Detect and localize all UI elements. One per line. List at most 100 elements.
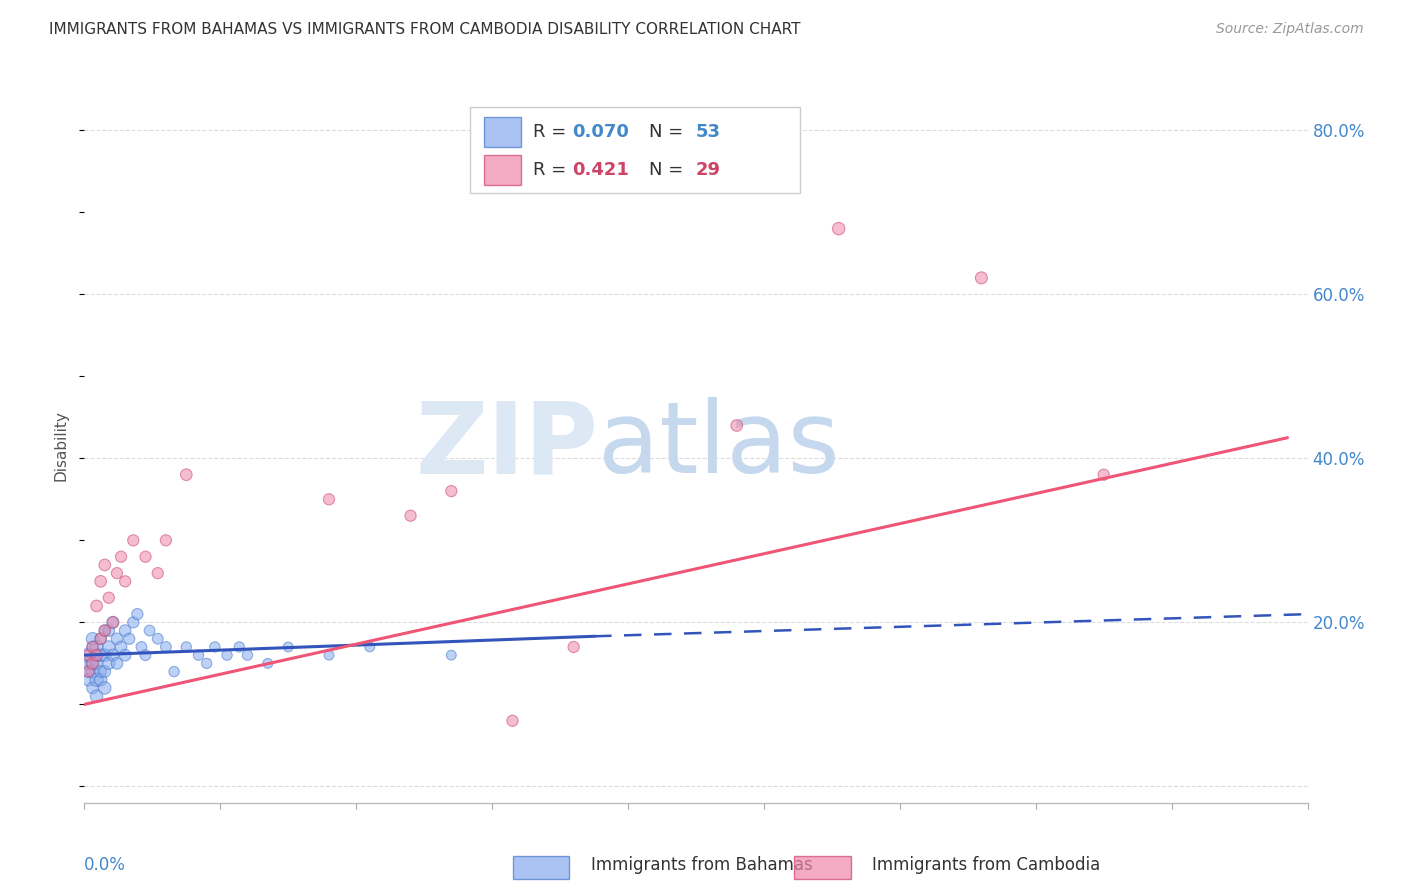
Point (725, 418, 748, 433)
Point (90, 665, 112, 679)
Point (105, 657, 128, 671)
Point (187, 648, 209, 662)
Bar (794, 856, 851, 879)
Point (105, 632, 128, 646)
Point (97, 624, 120, 638)
Point (122, 533, 145, 548)
Point (101, 648, 124, 662)
Point (77, 673, 100, 687)
Point (155, 640, 177, 654)
Point (82, 640, 104, 654)
Text: 0.070: 0.070 (572, 123, 630, 141)
Point (114, 624, 136, 638)
Point (86, 673, 108, 687)
Point (217, 648, 239, 662)
Point (135, 648, 157, 662)
Point (176, 467, 198, 482)
Point (77, 648, 100, 662)
Point (502, 714, 524, 728)
Point (101, 615, 124, 630)
Point (93, 648, 117, 662)
Text: ZIP: ZIP (415, 398, 598, 494)
Point (93, 558, 117, 572)
Point (440, 648, 463, 662)
Text: 53: 53 (696, 123, 721, 141)
Point (359, 640, 381, 654)
Point (155, 533, 177, 548)
Point (163, 665, 186, 679)
Point (135, 549, 157, 564)
Point (86, 657, 108, 671)
Point (101, 615, 124, 630)
Point (86, 689, 108, 703)
Point (176, 640, 198, 654)
Point (277, 640, 299, 654)
Point (105, 566, 128, 581)
Text: Immigrants from Bahamas: Immigrants from Bahamas (591, 856, 813, 874)
Point (82, 640, 104, 654)
Point (110, 549, 132, 564)
Point (118, 632, 141, 646)
Text: IMMIGRANTS FROM BAHAMAS VS IMMIGRANTS FROM CAMBODIA DISABILITY CORRELATION CHART: IMMIGRANTS FROM BAHAMAS VS IMMIGRANTS FR… (49, 22, 800, 37)
Point (93, 665, 117, 679)
Point (90, 632, 112, 646)
Text: atlas: atlas (598, 398, 839, 494)
Point (82, 657, 104, 671)
Text: N =: N = (650, 123, 689, 141)
Point (86, 599, 108, 613)
Point (82, 632, 104, 646)
Point (204, 640, 226, 654)
Point (93, 624, 117, 638)
Point (257, 657, 280, 671)
Text: R =: R = (533, 161, 578, 178)
Point (146, 632, 169, 646)
Point (90, 648, 112, 662)
Text: 0.0%: 0.0% (84, 856, 127, 874)
Point (399, 508, 422, 523)
Point (318, 648, 340, 662)
Point (318, 492, 340, 507)
Text: 29: 29 (696, 161, 721, 178)
Point (77, 657, 100, 671)
Text: N =: N = (650, 161, 689, 178)
Point (236, 648, 259, 662)
Point (93, 681, 117, 695)
Point (77, 648, 100, 662)
Point (90, 632, 112, 646)
Point (131, 640, 153, 654)
Text: Source: ZipAtlas.com: Source: ZipAtlas.com (1216, 22, 1364, 37)
Point (93, 624, 117, 638)
Point (97, 640, 120, 654)
Point (127, 607, 149, 622)
Point (122, 615, 145, 630)
Text: R =: R = (533, 123, 572, 141)
Bar (513, 856, 569, 879)
Point (114, 648, 136, 662)
Point (1092, 467, 1115, 482)
Point (90, 673, 112, 687)
Point (77, 665, 100, 679)
Point (110, 640, 132, 654)
Point (562, 640, 585, 654)
Point (82, 657, 104, 671)
Point (146, 566, 169, 581)
Point (86, 648, 108, 662)
Point (114, 574, 136, 589)
Point (828, 221, 851, 235)
Point (970, 270, 993, 285)
Point (138, 624, 160, 638)
Point (228, 640, 250, 654)
Text: 0.421: 0.421 (572, 161, 630, 178)
Point (97, 591, 120, 605)
Point (82, 681, 104, 695)
FancyBboxPatch shape (484, 117, 522, 147)
Point (82, 665, 104, 679)
FancyBboxPatch shape (470, 107, 800, 193)
FancyBboxPatch shape (484, 155, 522, 185)
Point (97, 657, 120, 671)
Y-axis label: Disability: Disability (53, 410, 69, 482)
Point (77, 665, 100, 679)
Point (90, 574, 112, 589)
Point (86, 640, 108, 654)
Point (195, 657, 218, 671)
